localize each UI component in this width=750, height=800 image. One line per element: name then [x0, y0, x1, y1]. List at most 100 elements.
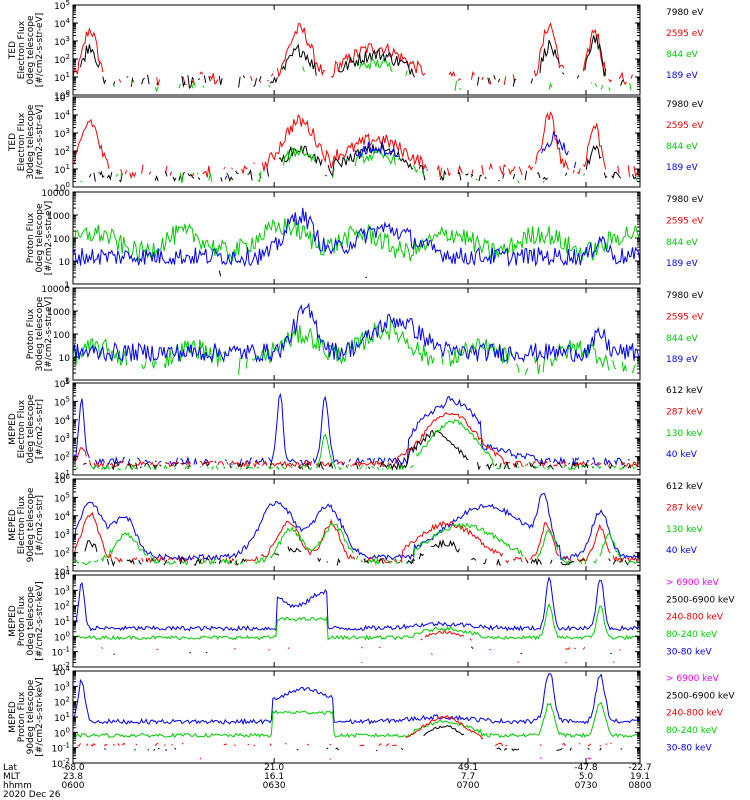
- y-tick-mantissa: 100: [53, 331, 70, 341]
- x-tick-label: 0700: [457, 781, 480, 791]
- legend-entry: 7980 eV: [666, 291, 704, 301]
- y-tick-mantissa: 10: [54, 472, 66, 482]
- y-tick-label: 10000: [41, 285, 70, 295]
- y-tick-mantissa: 10: [54, 38, 66, 48]
- y-axis-label: Electron Flux: [17, 112, 27, 171]
- legend-entry: > 6900 keV: [666, 674, 720, 684]
- legend-entry: 287 keV: [666, 407, 703, 417]
- y-tick-exponent: 3: [66, 680, 70, 688]
- y-axis-label: TED: [8, 133, 18, 152]
- y-axis-label: [#/cm2-s-str-keV]: [35, 581, 45, 660]
- y-tick-exponent: 4: [66, 569, 71, 577]
- panel-frame: [72, 96, 641, 188]
- y-axis-label: 90deg telescope: [26, 487, 36, 562]
- series-trace: [75, 418, 636, 471]
- y-tick-exponent: 6: [66, 473, 71, 481]
- y-tick-label: 100: [53, 235, 70, 245]
- legend-entry: 612 keV: [666, 482, 703, 492]
- y-tick-exponent: -1: [63, 646, 70, 654]
- y-tick-exponent: 1: [66, 163, 70, 171]
- y-tick-mantissa: 10: [54, 603, 66, 613]
- y-tick-label: 100: [54, 726, 70, 739]
- y-tick-exponent: -1: [63, 742, 70, 750]
- y-tick-exponent: 1: [66, 565, 70, 573]
- y-tick-mantissa: 10: [54, 435, 66, 445]
- series-trace: [72, 701, 641, 739]
- y-axis-label: [#/cm2-s-str-eV]: [44, 297, 54, 372]
- y-axis-label: Proton Flux: [26, 212, 36, 263]
- x-tick-label: 0730: [575, 781, 598, 791]
- y-tick-mantissa: 10: [54, 476, 66, 486]
- legend-entry: 7980 eV: [666, 195, 704, 205]
- y-tick-label: 10-1: [52, 742, 70, 755]
- y-tick-mantissa: 10: [54, 513, 66, 523]
- series-trace: [104, 726, 638, 751]
- y-tick-label: 101: [54, 565, 70, 578]
- x-tick-label: 7.7: [461, 772, 475, 782]
- y-tick-mantissa: 10: [52, 664, 64, 674]
- y-tick-label: 100: [54, 181, 70, 194]
- y-tick-label: 101: [54, 615, 70, 628]
- y-tick-mantissa: 10: [54, 112, 66, 122]
- y-tick-mantissa: 10: [52, 745, 64, 755]
- legend-entry: 189 eV: [666, 259, 699, 269]
- x-axis-row-label: Lat: [3, 763, 18, 773]
- y-tick-mantissa: 10: [54, 184, 66, 194]
- series-trace: [74, 522, 638, 566]
- y-axis-label: MEPED: [8, 509, 18, 541]
- y-tick-label: 101: [54, 71, 70, 84]
- y-axis-label: [#/cm2-s-str-eV]: [35, 13, 45, 88]
- y-tick-label: 102: [54, 600, 70, 613]
- y-tick-label: 1: [64, 377, 70, 387]
- y-tick-label: 103: [54, 680, 70, 693]
- x-axis-row-label: hhmm: [3, 781, 32, 791]
- x-tick-label: -47.8: [574, 763, 598, 773]
- y-tick-mantissa: 10: [54, 20, 66, 30]
- series-trace: [72, 302, 641, 363]
- legend-entry: 240-800 keV: [666, 709, 724, 719]
- x-tick-label: 49.1: [458, 763, 478, 773]
- y-tick-exponent: 1: [66, 71, 70, 79]
- y-tick-mantissa: 10: [59, 258, 71, 268]
- y-axis-label: Electron Flux: [17, 495, 27, 554]
- panel-4-traces: [72, 302, 641, 376]
- y-tick-mantissa: 10: [54, 633, 66, 643]
- y-tick-label: 102: [54, 53, 70, 66]
- legend-entry: 612 keV: [666, 386, 703, 396]
- y-tick-label: 101: [54, 711, 70, 724]
- y-tick-label: 105: [54, 491, 70, 504]
- y-tick-mantissa: 100: [53, 235, 70, 245]
- y-tick-exponent: 2: [66, 696, 70, 704]
- y-tick-exponent: 0: [66, 726, 70, 734]
- y-tick-mantissa: 10: [54, 74, 66, 84]
- y-axis-label: MEPED: [8, 605, 18, 637]
- y-tick-exponent: 2: [66, 451, 70, 459]
- y-tick-label: 103: [54, 35, 70, 48]
- x-tick-label: 0630: [263, 781, 286, 791]
- y-tick-label: 104: [54, 17, 70, 30]
- legend-entry: 2595 eV: [666, 216, 704, 226]
- series-trace: [72, 207, 641, 268]
- x-tick-label: -68.0: [61, 763, 85, 773]
- y-axis-label: Proton Flux: [26, 308, 36, 359]
- y-tick-mantissa: 10: [54, 729, 66, 739]
- y-tick-mantissa: 10: [54, 550, 66, 560]
- y-tick-label: 105: [54, 91, 70, 104]
- y-tick-exponent: 3: [66, 35, 70, 43]
- series-trace: [72, 576, 641, 632]
- y-tick-exponent: 1: [66, 711, 70, 719]
- y-tick-mantissa: 10: [54, 531, 66, 541]
- y-tick-label: 1: [64, 281, 70, 291]
- y-tick-mantissa: 10: [59, 354, 71, 364]
- y-tick-label: 102: [54, 696, 70, 709]
- legend-entry: 7980 eV: [666, 8, 704, 18]
- y-tick-mantissa: 10: [54, 148, 66, 158]
- y-tick-label: 106: [54, 377, 70, 390]
- x-tick-label: 16.1: [264, 772, 284, 782]
- series-trace: [75, 412, 639, 469]
- x-tick-label: 0600: [62, 781, 85, 791]
